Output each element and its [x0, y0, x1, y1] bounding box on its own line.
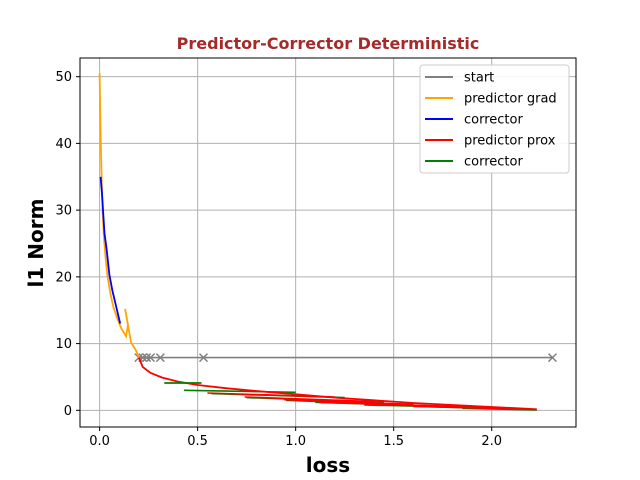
legend-label: start	[464, 71, 494, 86]
chart-title: Predictor-Corrector Deterministic	[177, 34, 480, 53]
path-segment	[244, 396, 375, 403]
start-marker	[198, 353, 209, 363]
y-tick-label: 30	[55, 204, 72, 219]
y-tick-label: 20	[55, 270, 72, 285]
series-line-predictor-prox-3	[137, 357, 537, 411]
x-tick-label: 0.5	[187, 434, 208, 449]
series-line-corrector-2	[99, 176, 122, 324]
legend-label: corrector	[464, 113, 523, 128]
path-segment	[283, 398, 414, 406]
legend-label: corrector	[464, 155, 523, 170]
path-segment	[413, 405, 522, 410]
start-marker	[142, 353, 152, 363]
legend-box	[419, 64, 570, 174]
start-marker	[146, 353, 156, 363]
x-axis-label: loss	[306, 453, 350, 477]
legend-label: predictor grad	[464, 92, 557, 107]
y-axis-label: l1 Norm	[24, 199, 48, 288]
plot-series	[98, 73, 558, 411]
start-marker	[155, 353, 165, 363]
y-tick-label: 40	[55, 137, 72, 152]
y-tick-label: 50	[55, 70, 72, 85]
x-tick-label: 1.5	[383, 434, 404, 449]
plot-area-frame	[79, 57, 577, 428]
series-line-predictor-grad-1	[98, 73, 140, 358]
x-tick-label: 1.0	[285, 434, 306, 449]
x-axis: 0.0 0.5 1.0 1.5 2.0	[89, 427, 502, 449]
x-tick-label: 0.0	[89, 434, 110, 449]
y-tick-label: 10	[55, 337, 72, 352]
legend: start predictor grad corrector predictor pr…	[419, 64, 570, 174]
y-tick-label: 0	[64, 404, 72, 419]
x-tick-label: 2.0	[481, 434, 502, 449]
y-axis: 0 10 20 30 40 50	[55, 70, 80, 419]
start-marker	[547, 353, 558, 363]
legend-label: predictor prox	[464, 134, 556, 149]
